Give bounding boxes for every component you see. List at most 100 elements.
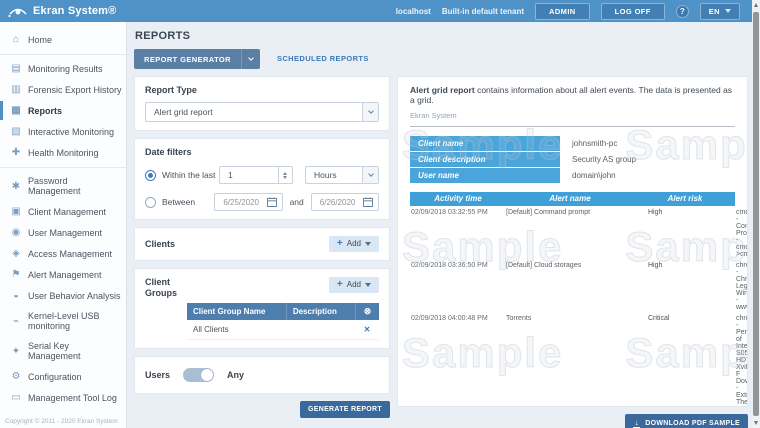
vertical-scrollbar[interactable]: [752, 0, 760, 428]
sidebar-item[interactable]: ⌂ Home: [0, 29, 126, 50]
sidebar-item-label: Configuration: [28, 371, 82, 382]
date-to-value: 6/26/2020: [319, 197, 356, 207]
date-from-input[interactable]: 6/25/2020: [214, 193, 283, 211]
sidebar-item-label: Kernel-Level USB monitoring: [28, 311, 100, 331]
between-label: Between: [162, 197, 196, 207]
sidebar-item[interactable]: ✚ Health Monitoring: [0, 142, 126, 163]
download-pdf-sample-button[interactable]: ↓ DOWNLOAD PDF SAMPLE: [625, 414, 748, 428]
sidebar-item-label: Health Monitoring: [28, 147, 99, 158]
users-card: Users Any: [134, 355, 390, 394]
select-caret: [362, 167, 379, 183]
add-client-groups-label: Add: [346, 280, 361, 289]
tab-report-generator[interactable]: REPORT GENERATOR: [134, 48, 260, 69]
sidebar-item-label: Alert Management: [28, 269, 102, 280]
download-pdf-sample-label: DOWNLOAD PDF SAMPLE: [645, 420, 740, 427]
add-client-groups-button[interactable]: + Add: [328, 277, 379, 293]
sidebar-item-label: Monitoring Results: [28, 63, 103, 74]
report-type-select[interactable]: Alert grid report: [145, 102, 379, 122]
tab-dropdown-toggle[interactable]: [242, 49, 260, 69]
calendar-icon[interactable]: [362, 197, 373, 207]
client-info-value: johnsmith-pc: [572, 139, 618, 148]
column-header-details: Details: [736, 194, 748, 203]
sidebar-item-icon: ▦: [11, 105, 21, 116]
brand-logo[interactable]: Ekran System®: [0, 5, 116, 18]
sidebar-item[interactable]: ▣ Client Management: [0, 201, 126, 222]
add-clients-button[interactable]: + Add: [328, 236, 379, 252]
clients-card: Clients + Add: [134, 227, 390, 261]
remove-icon[interactable]: ✕: [363, 324, 371, 334]
tab-divider: [240, 48, 242, 69]
scroll-up-icon[interactable]: [752, 0, 760, 10]
sidebar-item-label: Home: [28, 34, 53, 45]
sidebar-item[interactable]: ⚙ Configuration: [0, 366, 126, 387]
date-to-input[interactable]: 6/26/2020: [310, 193, 379, 211]
brand-name: Ekran System®: [33, 5, 117, 17]
between-radio[interactable]: [145, 196, 156, 208]
sidebar-item-label: User Management: [28, 227, 103, 238]
calendar-icon[interactable]: [266, 197, 277, 207]
client-group-description: [286, 324, 355, 334]
help-icon[interactable]: ?: [675, 4, 689, 18]
sidebar-item[interactable]: ⌁ Kernel-Level USB monitoring: [0, 306, 126, 336]
number-stepper[interactable]: [277, 167, 292, 183]
users-label: Users: [145, 369, 171, 380]
chevron-down-icon: [365, 282, 371, 287]
report-description: Alert grid report contains information a…: [410, 85, 735, 105]
within-last-number-input[interactable]: 1: [218, 166, 293, 184]
sidebar-item-label: Reports: [28, 105, 63, 116]
client-info-value: Security AS group: [572, 155, 637, 164]
sidebar-item[interactable]: ▭ Management Tool Log: [0, 387, 126, 408]
sidebar-item[interactable]: ◈ Access Management: [0, 243, 126, 264]
sidebar-item-icon: ⚙: [11, 371, 21, 382]
client-info-row: Client name johnsmith-pc: [410, 136, 735, 151]
clear-all-icon[interactable]: ⊗: [355, 302, 379, 320]
sidebar-item-label: Access Management: [28, 248, 113, 259]
scroll-down-icon[interactable]: [752, 418, 760, 428]
scrollbar-thumb[interactable]: [753, 12, 759, 416]
log-off-button[interactable]: LOG OFF: [600, 2, 665, 20]
within-last-radio[interactable]: [145, 169, 156, 181]
sidebar-item[interactable]: ▦ Reports: [0, 100, 126, 121]
sidebar-item-icon: ◈: [12, 248, 20, 259]
sidebar-item-label: Password Management: [28, 176, 81, 196]
sidebar-item-icon: ▭: [11, 392, 21, 403]
clients-label: Clients: [145, 239, 176, 249]
sidebar-item[interactable]: ⚑ Alert Management: [0, 264, 126, 285]
column-header-alert-name: Alert name: [549, 194, 591, 203]
generate-report-button[interactable]: GENERATE REPORT: [300, 400, 390, 418]
alert-name: [Default] Cloud storages: [506, 262, 582, 269]
main-content: REPORTS REPORT GENERATOR SCHEDULED REPOR…: [128, 22, 752, 428]
sidebar-item[interactable]: ✱ Password Management: [0, 167, 126, 201]
date-filters-card: Date filters Within the last 1 Ho: [134, 138, 390, 220]
tab-scheduled-reports[interactable]: SCHEDULED REPORTS: [276, 54, 369, 63]
add-clients-label: Add: [346, 239, 361, 248]
sidebar-item[interactable]: ✦ Serial Key Management: [0, 336, 126, 366]
language-dropdown[interactable]: EN: [699, 2, 740, 20]
top-bar: Ekran System® localhost Built-in default…: [0, 0, 760, 22]
sidebar-item[interactable]: ▥ Forensic Export History: [0, 79, 126, 100]
chevron-down-icon: [248, 54, 254, 61]
step-up-icon: [283, 171, 288, 175]
alert-activity-time: 02/09/2018 04:00:48 PM: [411, 315, 488, 322]
users-any-toggle[interactable]: [183, 367, 215, 382]
admin-button[interactable]: ADMIN: [535, 2, 590, 20]
plus-icon: +: [336, 238, 343, 249]
column-header-activity-time: Activity time: [434, 194, 482, 203]
time-unit-select[interactable]: Hours: [304, 166, 380, 184]
page-title: REPORTS: [135, 30, 191, 42]
client-info-value: domain\john: [572, 171, 616, 180]
sidebar-item[interactable]: ▧ Interactive Monitoring: [0, 121, 126, 142]
sidebar-item[interactable]: ◉ User Management: [0, 222, 126, 243]
sidebar-item[interactable]: ◒ User Behavior Analysis: [0, 285, 126, 306]
client-info-label: User name: [410, 168, 560, 183]
client-group-row: All Clients ✕: [187, 320, 379, 340]
sidebar-item[interactable]: ▤ Monitoring Results: [0, 54, 126, 79]
vendor-name: Ekran System: [410, 111, 457, 120]
host-label: localhost: [395, 6, 431, 16]
alert-row: 02/09/2018 03:32:55 PM [Default] Command…: [410, 206, 747, 259]
report-type-value: Alert grid report: [154, 107, 213, 117]
tenant-label: Built-in default tenant: [441, 6, 525, 16]
client-info-label: Client description: [410, 152, 560, 167]
alert-risk: High: [648, 209, 663, 216]
client-groups-table-header: Client Group Name Description ⊗: [187, 302, 379, 320]
